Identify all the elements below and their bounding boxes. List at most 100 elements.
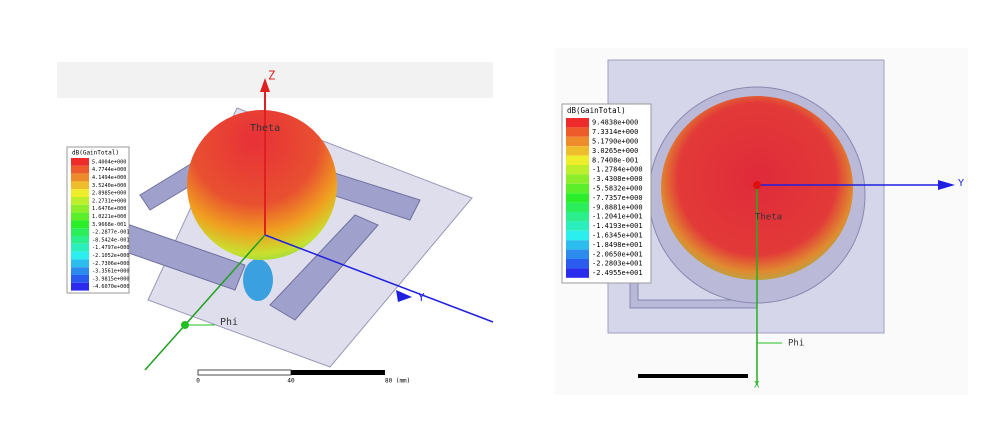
axis-label: Theta [250,123,280,134]
scale-bar [638,374,748,378]
legend-label: -2.1052e+000 [92,253,129,259]
axis-label: Z [268,69,275,83]
arrow [396,290,412,302]
axis-label: Y [958,178,964,189]
legend-swatch [71,197,89,205]
axis-label: Phi [788,339,804,349]
legend-label: 5.4004e+000 [92,159,126,165]
legend-swatch [566,136,589,147]
legend-label: -1.6345e+001 [592,232,643,240]
legend-swatch [566,146,589,156]
legend-label: -9.8881e+000 [592,203,643,211]
legend-swatch [566,202,589,212]
legend-swatch [566,212,589,222]
legend-swatch [71,189,89,197]
legend-swatch [71,251,89,260]
legend-swatch [71,158,89,166]
legend-label: -3.9815e+000 [92,276,129,282]
legend-swatch [71,243,89,252]
legend-label: -2.0650e+001 [592,250,643,258]
legend-swatch [566,230,589,241]
arrow [260,78,270,92]
legend-swatch [71,236,89,244]
legend-label: -2.4955e+001 [592,269,643,277]
legend-label: 3.9668e-001 [92,222,126,228]
axis-label: Y [418,291,425,304]
axis-label: X [754,381,760,391]
scale-bar [197,369,292,376]
legend-swatch [566,174,589,184]
legend-swatch [71,220,89,229]
legend-swatch [71,282,89,291]
left-panel: Z Theta Y Phi 0 40 80 (mm) dB(GainTotal)… [57,62,494,385]
origin-marker [753,181,761,189]
legend-swatch [71,165,89,174]
legend-title: dB(GainTotal) [72,150,119,157]
legend-label: 9.4838e+000 [592,119,638,127]
scale-label: 40 [287,378,295,385]
legend-label: 4.1494e+000 [92,175,126,181]
legend-label: 4.7744e+000 [92,167,126,173]
legend-label: -1.4797e+000 [92,245,129,251]
legend-label: 1.6476e+000 [92,206,126,212]
legend-swatch [566,259,589,269]
axis-label: Phi [220,317,238,328]
axis-label: Theta [755,213,782,223]
legend-label: -1.4193e+001 [592,222,643,230]
legend-label: -3.4308e+000 [592,175,643,183]
strip [269,214,379,321]
legend-label: -2.7306e+000 [92,261,129,267]
legend-label: -1.2041e+001 [592,213,643,221]
legend-swatch [566,268,589,278]
legend: dB(GainTotal) 5.4004e+000 4.7744e+000 4.14… [66,146,130,294]
legend-label: -8.5424e-001 [92,237,129,243]
x-axis [144,234,266,371]
legend-label: -5.5832e+000 [592,185,643,193]
legend-swatch [566,221,589,231]
legend-swatch [566,118,589,128]
legend-label: 5.1790e+000 [592,138,638,146]
legend-swatch [71,204,89,213]
back-lobe [243,259,273,301]
scale-label: 80 (mm) [385,378,410,385]
legend-label: -4.6070e+000 [92,284,129,290]
legend-swatch [71,181,89,190]
legend-swatch [566,127,589,137]
arrow [938,180,955,190]
legend-label: -3.3561e+000 [92,269,129,275]
legend-label: 8.7408e-001 [592,156,638,164]
legend-swatch [566,193,589,203]
legend-label: -2.2877e-001 [92,230,129,236]
legend-swatch [71,212,89,221]
origin-marker [181,321,189,329]
legend-swatch [71,275,89,283]
legend-swatch [71,267,89,275]
legend-label: -1.8498e+001 [592,241,643,249]
right-panel: Y Theta Phi X dB(GainTotal) 9.4838e+0007… [555,48,968,395]
legend-label: 3.5240e+000 [92,183,126,189]
legend-label: 2.8985e+000 [92,191,126,197]
legend-label: 3.0265e+000 [592,147,638,155]
legend-label: 1.0221e+000 [92,214,126,220]
legend-label: 7.3314e+000 [592,128,638,136]
legend-label: 2.2731e+000 [92,198,126,204]
radiation-pattern [187,110,337,260]
y-axis [264,234,494,323]
legend-label: -1.2784e+000 [592,166,643,174]
scale-label: 0 [196,378,200,385]
legend-swatch [566,240,589,250]
legend-swatch [71,173,89,182]
legend-swatch [71,259,89,268]
scale-bar [291,370,385,375]
toolbar-band [57,62,493,98]
legend-swatch [71,228,89,236]
legend-swatch [566,155,589,165]
legend-title: dB(GainTotal) [567,106,626,115]
legend-swatch [566,249,589,259]
legend-label: -2.2803e+001 [592,260,643,268]
legend-label: -7.7357e+000 [592,194,643,202]
legend-swatch [566,165,589,175]
legend-swatch [566,183,589,194]
